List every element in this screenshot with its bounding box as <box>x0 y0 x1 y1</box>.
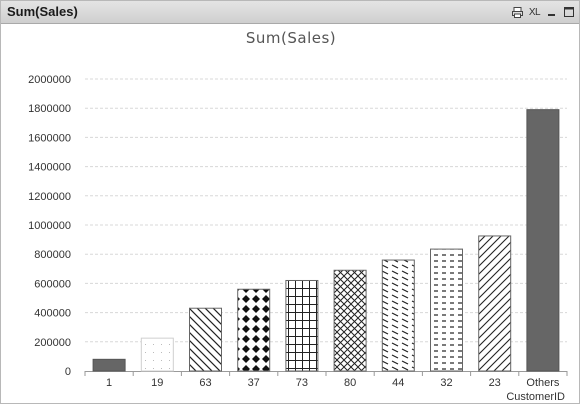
y-tick-label: 600000 <box>34 278 71 290</box>
x-axis-ticks: 1 19 63 37 73 80 44 32 23 Others <box>106 371 568 389</box>
x-tick-label: Others <box>526 377 560 389</box>
y-tick-label: 1400000 <box>28 162 71 174</box>
bar-44[interactable] <box>381 259 415 372</box>
bar-1[interactable] <box>92 358 126 372</box>
y-axis-ticks: 0 200000 400000 600000 800000 1000000 1200000 1… <box>28 74 71 378</box>
y-tick-label: 1800000 <box>28 103 71 115</box>
bar-73[interactable] <box>285 279 319 372</box>
y-tick-label: 1200000 <box>28 191 71 203</box>
chart-title: Sum(Sales) <box>246 29 336 47</box>
excel-export-icon[interactable]: XL <box>528 6 541 18</box>
x-tick-label: 73 <box>296 377 308 389</box>
y-tick-label: 200000 <box>34 337 71 349</box>
print-icon[interactable] <box>511 5 524 19</box>
bar-80[interactable] <box>333 269 367 372</box>
bar-chart: Sum(Sales) 0 200000 400000 600000 800000 1000… <box>28 29 568 402</box>
bar-37[interactable] <box>237 288 271 372</box>
x-tick-label: 80 <box>344 377 356 389</box>
y-tick-label: 1600000 <box>28 132 71 144</box>
x-tick-label: 63 <box>199 377 211 389</box>
y-tick-label: 1000000 <box>28 220 71 232</box>
maximize-icon[interactable] <box>562 5 575 19</box>
bar-23[interactable] <box>478 235 512 372</box>
y-tick-label: 0 <box>65 366 71 378</box>
minimize-icon[interactable] <box>545 5 558 19</box>
x-tick-label: 19 <box>151 377 163 389</box>
y-tick-label: 2000000 <box>28 74 71 86</box>
x-tick-label: 32 <box>440 377 452 389</box>
x-tick-label: 23 <box>489 377 501 389</box>
bar-63[interactable] <box>189 307 222 372</box>
bar-32[interactable] <box>430 248 463 372</box>
bars <box>92 109 560 372</box>
bar-19[interactable] <box>140 337 174 372</box>
y-tick-label: 400000 <box>34 308 71 320</box>
titlebar-controls: XL <box>511 4 575 20</box>
window-title: Sum(Sales) <box>7 4 78 19</box>
x-axis-label: CustomerID <box>506 391 565 402</box>
window-titlebar[interactable]: Sum(Sales) XL <box>1 1 579 24</box>
y-tick-label: 800000 <box>34 249 71 261</box>
x-tick-label: 1 <box>106 377 112 389</box>
bar-Others[interactable] <box>526 109 560 372</box>
x-tick-label: 37 <box>248 377 260 389</box>
x-tick-label: 44 <box>392 377 404 389</box>
